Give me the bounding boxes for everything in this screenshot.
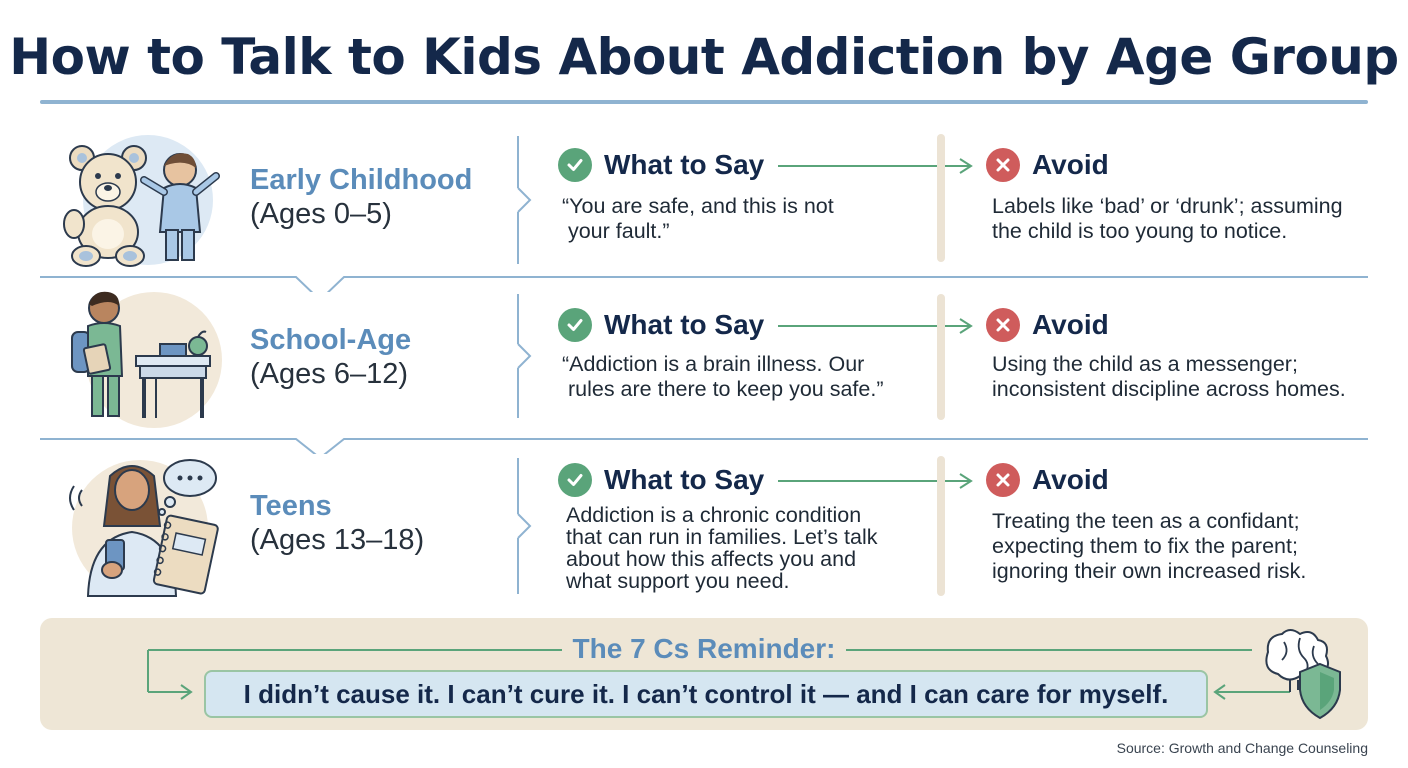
- avoid-line: expecting them to fix the parent;: [992, 534, 1298, 558]
- age-group-row-school-age: School-Age (Ages 6–12) What to Say Avoid…: [40, 278, 1368, 438]
- x-icon: [986, 148, 1020, 182]
- avoid-line: Using the child as a messenger;: [992, 352, 1298, 376]
- reminder-connector-lines: [147, 649, 1290, 700]
- what-to-say-text: “Addiction is a brain illness. Our rules…: [562, 352, 942, 402]
- avoid-label: Avoid: [1032, 149, 1109, 180]
- avoid-label: Avoid: [1032, 464, 1109, 495]
- what-to-say-text: “You are safe, and this is not your faul…: [562, 194, 942, 244]
- group-name: School-Age: [250, 324, 412, 356]
- teen-with-phone-and-notebook-icon: [69, 459, 219, 597]
- brain-and-shield-icon: [1265, 629, 1341, 720]
- student-at-desk-icon: [71, 291, 222, 428]
- say-line: your fault.”: [562, 219, 670, 243]
- check-icon: [558, 148, 592, 182]
- check-icon: [558, 308, 592, 342]
- age-group-row-teens: Teens (Ages 13–18) What to Say Avoid Add…: [40, 440, 1368, 610]
- age-group-row-early-childhood: Early Childhood (Ages 0–5) What to Say A…: [40, 112, 1368, 276]
- avoid-line: Labels like ‘bad’ or ‘drunk’; assuming: [992, 194, 1343, 218]
- group-ages: (Ages 6–12): [250, 358, 408, 390]
- reminder-statement: I didn’t cause it. I can’t cure it. I ca…: [204, 670, 1208, 718]
- avoid-heading: Avoid: [986, 463, 1109, 497]
- page-title: How to Talk to Kids About Addiction by A…: [9, 28, 1399, 86]
- avoid-heading: Avoid: [986, 308, 1109, 342]
- row-divider: [517, 458, 532, 594]
- avoid-line: Treating the teen as a confidant;: [992, 509, 1300, 533]
- row-separator: [40, 438, 1368, 454]
- what-to-say-label: What to Say: [604, 309, 765, 340]
- group-name: Teens: [250, 490, 332, 522]
- say-line: Addiction is a chronic condition: [566, 503, 862, 527]
- what-to-say-label: What to Say: [604, 464, 765, 495]
- avoid-text: Labels like ‘bad’ or ‘drunk’; assuming t…: [992, 194, 1372, 244]
- column-separator: [937, 456, 945, 596]
- avoid-line: the child is too young to notice.: [992, 219, 1288, 243]
- what-to-say-heading: What to Say: [558, 308, 764, 342]
- reminder-panel: The 7 Cs Reminder: I didn’t cause it. I …: [40, 618, 1368, 730]
- row-divider: [517, 136, 532, 264]
- avoid-line: inconsistent discipline across homes.: [992, 377, 1346, 401]
- column-separator: [937, 294, 945, 420]
- x-icon: [986, 308, 1020, 342]
- group-ages: (Ages 0–5): [250, 198, 392, 230]
- avoid-text: Using the child as a messenger; inconsis…: [992, 352, 1372, 402]
- reminder-title: The 7 Cs Reminder:: [572, 633, 836, 664]
- say-line: that can run in families. Let’s talk: [566, 525, 878, 549]
- title-underline: [40, 100, 1368, 104]
- group-ages: (Ages 13–18): [250, 524, 425, 556]
- what-to-say-label: What to Say: [604, 149, 765, 180]
- what-to-say-heading: What to Say: [558, 148, 764, 182]
- source-credit: Source: Growth and Change Counseling: [1116, 740, 1368, 756]
- avoid-label: Avoid: [1032, 309, 1109, 340]
- group-name: Early Childhood: [250, 164, 473, 196]
- x-icon: [986, 463, 1020, 497]
- avoid-text: Treating the teen as a confidant; expect…: [992, 509, 1372, 584]
- row-separator: [40, 276, 1368, 292]
- say-line: “You are safe, and this is not: [562, 194, 834, 218]
- say-line: rules are there to keep you safe.”: [562, 377, 884, 401]
- check-icon: [558, 463, 592, 497]
- row-divider: [517, 294, 532, 418]
- say-line: “Addiction is a brain illness. Our: [562, 352, 865, 376]
- what-to-say-text: Addiction is a chronic condition that ca…: [566, 504, 946, 592]
- teddy-bear-and-toddler-icon: [63, 135, 220, 267]
- what-to-say-heading: What to Say: [558, 463, 764, 497]
- say-line: what support you need.: [566, 569, 790, 593]
- avoid-heading: Avoid: [986, 148, 1109, 182]
- column-separator: [937, 134, 945, 262]
- say-line: about how this affects you and: [566, 547, 857, 571]
- avoid-line: ignoring their own increased risk.: [992, 559, 1307, 583]
